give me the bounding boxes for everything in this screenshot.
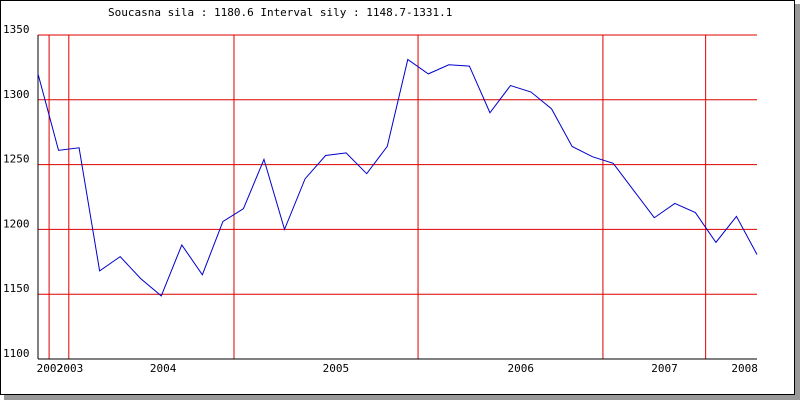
y-tick-label: 1150 [3, 282, 30, 295]
x-tick-label: 2008 [731, 362, 758, 375]
y-tick-label: 1250 [3, 153, 30, 166]
y-tick-label: 1350 [3, 23, 30, 36]
chart-title: Soucasna sila : 1180.6 Interval sily : 1… [108, 6, 452, 19]
shadow [4, 395, 800, 400]
y-tick-label: 1100 [3, 347, 30, 360]
y-tick-label: 1200 [3, 217, 30, 230]
x-tick-label: 2002 [37, 362, 64, 375]
x-tick-label: 2005 [323, 362, 350, 375]
shadow [795, 4, 800, 400]
x-tick-label: 2007 [651, 362, 678, 375]
x-tick-label: 2003 [57, 362, 84, 375]
x-tick-label: 2006 [508, 362, 535, 375]
frame [0, 0, 795, 395]
x-tick-label: 2004 [150, 362, 177, 375]
y-tick-label: 1300 [3, 88, 30, 101]
series-line [37, 58, 758, 297]
